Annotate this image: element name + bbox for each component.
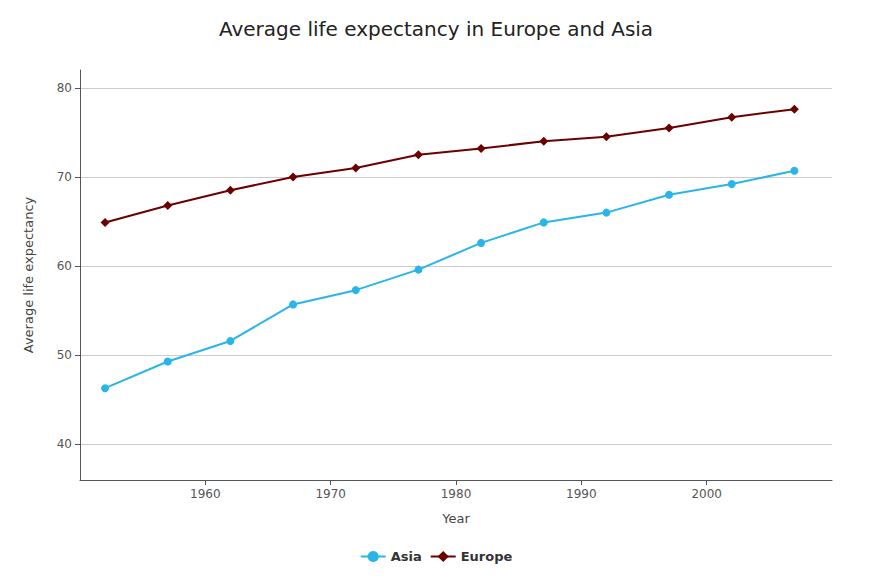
svg-text:1990: 1990 [566, 487, 597, 501]
svg-text:1970: 1970 [315, 487, 346, 501]
svg-text:1980: 1980 [441, 487, 472, 501]
svg-text:Asia: Asia [391, 549, 422, 564]
svg-text:70: 70 [57, 170, 72, 184]
svg-text:60: 60 [57, 259, 72, 273]
svg-text:1960: 1960 [190, 487, 221, 501]
svg-text:50: 50 [57, 348, 72, 362]
svg-text:Average life expectancy in Eur: Average life expectancy in Europe and As… [219, 17, 653, 41]
svg-text:40: 40 [57, 437, 72, 451]
svg-text:Average life expectancy: Average life expectancy [21, 196, 36, 353]
svg-text:2000: 2000 [691, 487, 722, 501]
svg-text:Year: Year [441, 511, 470, 526]
svg-text:80: 80 [57, 81, 72, 95]
svg-text:Europe: Europe [461, 549, 513, 564]
